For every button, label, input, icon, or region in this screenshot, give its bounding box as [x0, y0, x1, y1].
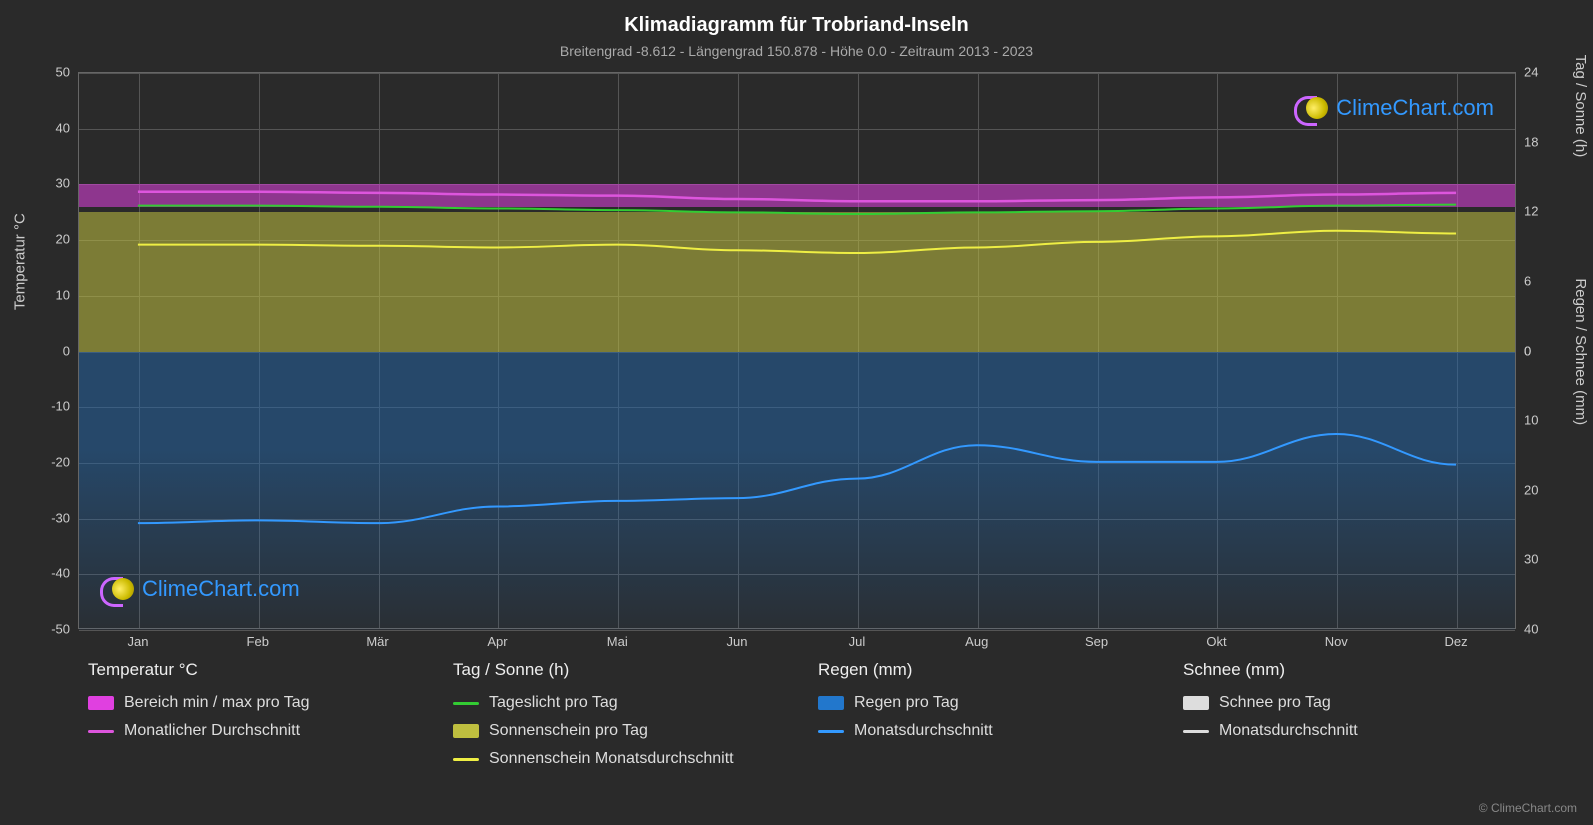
- legend-item: Tageslicht pro Tag: [453, 694, 798, 712]
- y-tick-left: 20: [56, 232, 70, 247]
- chart-legend: Temperatur °C Bereich min / max pro Tag Mo…: [88, 660, 1528, 778]
- legend-column: Schnee (mm) Schnee pro Tag Monatsdurchschn…: [1183, 660, 1528, 778]
- watermark-text: ClimeChart.com: [142, 576, 300, 602]
- x-tick-label: Feb: [247, 634, 269, 649]
- legend-label: Sonnenschein pro Tag: [489, 722, 648, 740]
- x-tick-label: Apr: [487, 634, 507, 649]
- y-tick-right-top: 12: [1524, 204, 1538, 219]
- x-tick-label: Dez: [1444, 634, 1467, 649]
- legend-column: Regen (mm) Regen pro Tag Monatsdurchschnit…: [818, 660, 1163, 778]
- y-tick-right-bottom: 0: [1524, 343, 1531, 358]
- x-tick-label: Okt: [1206, 634, 1226, 649]
- legend-header: Tag / Sonne (h): [453, 660, 798, 680]
- x-tick-label: Aug: [965, 634, 988, 649]
- y-tick-left: -40: [51, 566, 70, 581]
- legend-item: Monatsdurchschnitt: [818, 722, 1163, 740]
- legend-item: Monatsdurchschnitt: [1183, 722, 1528, 740]
- y-tick-right-top: 24: [1524, 65, 1538, 80]
- x-tick-label: Mär: [366, 634, 388, 649]
- y-tick-left: -10: [51, 399, 70, 414]
- y-tick-left: 10: [56, 287, 70, 302]
- legend-item: Sonnenschein Monatsdurchschnitt: [453, 750, 798, 768]
- watermark-top: ClimeChart.com: [1294, 94, 1494, 122]
- rain-avg-line: [138, 434, 1456, 523]
- y-axis-right-bottom-title: Regen / Schnee (mm): [1573, 278, 1590, 425]
- legend-column: Tag / Sonne (h) Tageslicht pro Tag Sonnens…: [453, 660, 798, 778]
- legend-header: Temperatur °C: [88, 660, 433, 680]
- x-tick-label: Nov: [1325, 634, 1348, 649]
- temp-avg-line: [138, 192, 1456, 201]
- y-tick-left: 30: [56, 176, 70, 191]
- watermark-text: ClimeChart.com: [1336, 95, 1494, 121]
- legend-item: Regen pro Tag: [818, 694, 1163, 712]
- legend-line-icon: [453, 758, 479, 761]
- legend-line-icon: [1183, 730, 1209, 733]
- climechart-logo-icon: [100, 575, 136, 603]
- legend-label: Tageslicht pro Tag: [489, 694, 618, 712]
- watermark-bottom: ClimeChart.com: [100, 575, 300, 603]
- legend-swatch-icon: [88, 696, 114, 710]
- sunshine-avg-line: [138, 231, 1456, 253]
- legend-label: Sonnenschein Monatsdurchschnitt: [489, 750, 734, 768]
- chart-subtitle: Breitengrad -8.612 - Längengrad 150.878 …: [0, 37, 1593, 59]
- x-tick-label: Sep: [1085, 634, 1108, 649]
- y-tick-right-top: 18: [1524, 134, 1538, 149]
- y-tick-right-bottom: 10: [1524, 413, 1538, 428]
- legend-header: Regen (mm): [818, 660, 1163, 680]
- y-tick-left: 40: [56, 120, 70, 135]
- legend-label: Monatsdurchschnitt: [854, 722, 993, 740]
- legend-item: Bereich min / max pro Tag: [88, 694, 433, 712]
- y-tick-left: -30: [51, 510, 70, 525]
- legend-line-icon: [818, 730, 844, 733]
- daylight-line: [138, 205, 1456, 214]
- y-axis-right-top-title: Tag / Sonne (h): [1573, 55, 1590, 158]
- y-tick-right-bottom: 40: [1524, 622, 1538, 637]
- copyright-text: © ClimeChart.com: [1479, 801, 1577, 815]
- climechart-logo-icon: [1294, 94, 1330, 122]
- y-tick-left: 50: [56, 65, 70, 80]
- legend-item: Sonnenschein pro Tag: [453, 722, 798, 740]
- legend-item: Schnee pro Tag: [1183, 694, 1528, 712]
- y-tick-right-bottom: 20: [1524, 482, 1538, 497]
- x-tick-label: Jan: [127, 634, 148, 649]
- legend-swatch-icon: [818, 696, 844, 710]
- y-tick-right-bottom: 30: [1524, 552, 1538, 567]
- x-tick-label: Mai: [607, 634, 628, 649]
- y-tick-left: -50: [51, 622, 70, 637]
- legend-header: Schnee (mm): [1183, 660, 1528, 680]
- legend-label: Regen pro Tag: [854, 694, 959, 712]
- chart-title: Klimadiagramm für Trobriand-Inseln: [0, 0, 1593, 37]
- y-tick-left: -20: [51, 454, 70, 469]
- x-tick-label: Jun: [727, 634, 748, 649]
- legend-swatch-icon: [1183, 696, 1209, 710]
- legend-label: Monatlicher Durchschnitt: [124, 722, 300, 740]
- legend-line-icon: [453, 702, 479, 705]
- grid-line-horizontal: [79, 630, 1515, 631]
- legend-label: Monatsdurchschnitt: [1219, 722, 1358, 740]
- y-tick-left: 0: [63, 343, 70, 358]
- x-tick-label: Jul: [849, 634, 866, 649]
- y-tick-right-top: 6: [1524, 273, 1531, 288]
- legend-label: Schnee pro Tag: [1219, 694, 1331, 712]
- legend-column: Temperatur °C Bereich min / max pro Tag Mo…: [88, 660, 433, 778]
- legend-line-icon: [88, 730, 114, 733]
- legend-item: Monatlicher Durchschnitt: [88, 722, 433, 740]
- legend-label: Bereich min / max pro Tag: [124, 694, 310, 712]
- y-axis-left-title: Temperatur °C: [12, 213, 29, 310]
- legend-swatch-icon: [453, 724, 479, 738]
- chart-plot-area: ClimeChart.com ClimeChart.com -50-40-30-…: [78, 72, 1516, 629]
